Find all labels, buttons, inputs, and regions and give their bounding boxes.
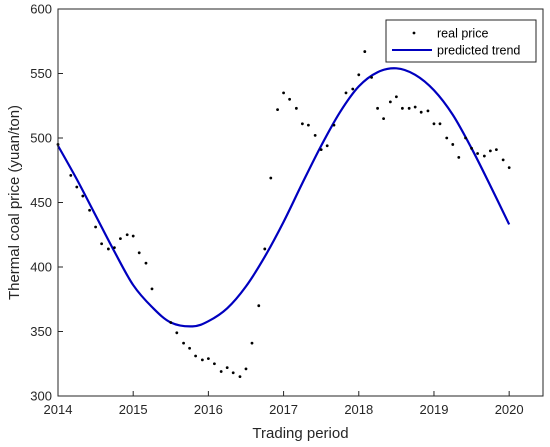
real-price-point bbox=[182, 341, 185, 345]
real-price-point bbox=[294, 106, 298, 110]
real-price-point bbox=[363, 50, 367, 53]
x-tick-label: 2019 bbox=[420, 402, 449, 417]
real-price-point bbox=[288, 97, 291, 101]
x-tick-label: 2020 bbox=[495, 402, 524, 417]
real-price-point bbox=[394, 95, 398, 99]
legend-label-real-price: real price bbox=[437, 27, 488, 41]
legend-box bbox=[385, 19, 537, 63]
real-price-point bbox=[276, 108, 279, 112]
real-price-point bbox=[225, 366, 229, 370]
real-price-point bbox=[464, 136, 467, 140]
y-tick-label: 300 bbox=[30, 389, 52, 404]
real-price-point bbox=[306, 123, 310, 127]
real-price-point bbox=[81, 194, 85, 198]
real-price-point bbox=[325, 144, 329, 148]
real-price-point bbox=[357, 73, 361, 77]
real-price-point bbox=[88, 208, 91, 212]
x-tick-label: 2017 bbox=[269, 402, 298, 417]
y-tick-label: 600 bbox=[30, 2, 52, 17]
real-price-point bbox=[69, 174, 73, 177]
real-price-point bbox=[413, 105, 417, 109]
real-price-point bbox=[438, 122, 442, 126]
real-price-point bbox=[200, 358, 204, 362]
real-price-point bbox=[219, 370, 223, 373]
real-price-point bbox=[400, 106, 404, 110]
real-price-point bbox=[300, 122, 304, 126]
y-tick-label: 400 bbox=[30, 260, 52, 275]
real-price-point bbox=[175, 331, 179, 335]
real-price-point bbox=[188, 346, 191, 350]
real-price-point bbox=[119, 237, 122, 241]
real-price-point bbox=[445, 136, 449, 140]
real-price-point bbox=[351, 87, 355, 91]
x-tick-label: 2014 bbox=[44, 402, 73, 417]
real-price-point bbox=[112, 246, 116, 250]
real-price-point bbox=[282, 91, 285, 95]
real-price-point bbox=[344, 91, 348, 95]
real-price-point bbox=[407, 106, 411, 110]
legend-label-predicted-trend: predicted trend bbox=[437, 44, 520, 58]
real-price-point bbox=[75, 185, 79, 189]
real-price-point bbox=[169, 321, 173, 324]
axis-ticks: 2014 2015 2016 2017 2018 2019 2020 300 350 400 450… bbox=[30, 2, 523, 418]
real-price-point bbox=[244, 367, 248, 371]
x-tick-label: 2016 bbox=[194, 402, 223, 417]
plot-marks bbox=[56, 50, 511, 379]
real-price-point bbox=[137, 251, 141, 255]
real-price-point bbox=[482, 154, 486, 158]
real-price-point bbox=[144, 261, 148, 265]
real-price-point bbox=[451, 143, 455, 146]
real-price-point bbox=[494, 148, 498, 152]
real-price-point bbox=[100, 242, 104, 246]
real-price-point bbox=[263, 247, 267, 251]
y-tick-label: 550 bbox=[30, 66, 52, 81]
real-price-point bbox=[382, 117, 385, 121]
real-price-point bbox=[194, 354, 198, 358]
y-tick-label: 450 bbox=[30, 195, 52, 210]
real-price-point bbox=[231, 371, 235, 375]
predicted-trend-line bbox=[57, 67, 511, 328]
real-price-point bbox=[370, 75, 373, 79]
legend: real price predicted trend bbox=[385, 19, 537, 63]
real-price-point bbox=[106, 247, 110, 251]
real-price-point bbox=[419, 110, 423, 114]
real-price-point bbox=[238, 375, 242, 379]
y-tick-label: 500 bbox=[30, 131, 52, 146]
real-price-point bbox=[501, 158, 505, 162]
real-price-point bbox=[125, 233, 129, 237]
legend-marker-real-price bbox=[412, 31, 416, 35]
y-tick-label: 350 bbox=[30, 324, 52, 339]
x-tick-label: 2015 bbox=[119, 402, 148, 417]
real-price-point bbox=[332, 123, 336, 127]
real-price-point bbox=[213, 362, 216, 366]
real-price-point bbox=[376, 106, 379, 110]
x-axis-label: Trading period bbox=[252, 425, 348, 442]
real-price-point bbox=[313, 134, 317, 137]
real-price-point bbox=[257, 304, 261, 308]
real-price-point bbox=[269, 176, 273, 180]
real-price-point bbox=[94, 225, 97, 229]
real-price-point bbox=[470, 146, 473, 150]
real-price-point bbox=[488, 149, 492, 153]
real-price-point bbox=[457, 155, 461, 159]
real-price-point bbox=[150, 287, 154, 291]
real-price-point bbox=[388, 100, 392, 104]
real-price-point bbox=[206, 357, 210, 360]
real-price-point bbox=[507, 166, 511, 170]
real-price-point bbox=[131, 234, 135, 238]
x-tick-label: 2018 bbox=[344, 402, 373, 417]
real-price-point bbox=[250, 341, 254, 345]
real-price-point bbox=[319, 148, 323, 152]
real-price-point bbox=[426, 109, 430, 113]
real-price-point bbox=[476, 152, 479, 155]
y-axis-label: Thermal coal price (yuan/ton) bbox=[6, 105, 23, 300]
real-price-point bbox=[432, 122, 436, 126]
